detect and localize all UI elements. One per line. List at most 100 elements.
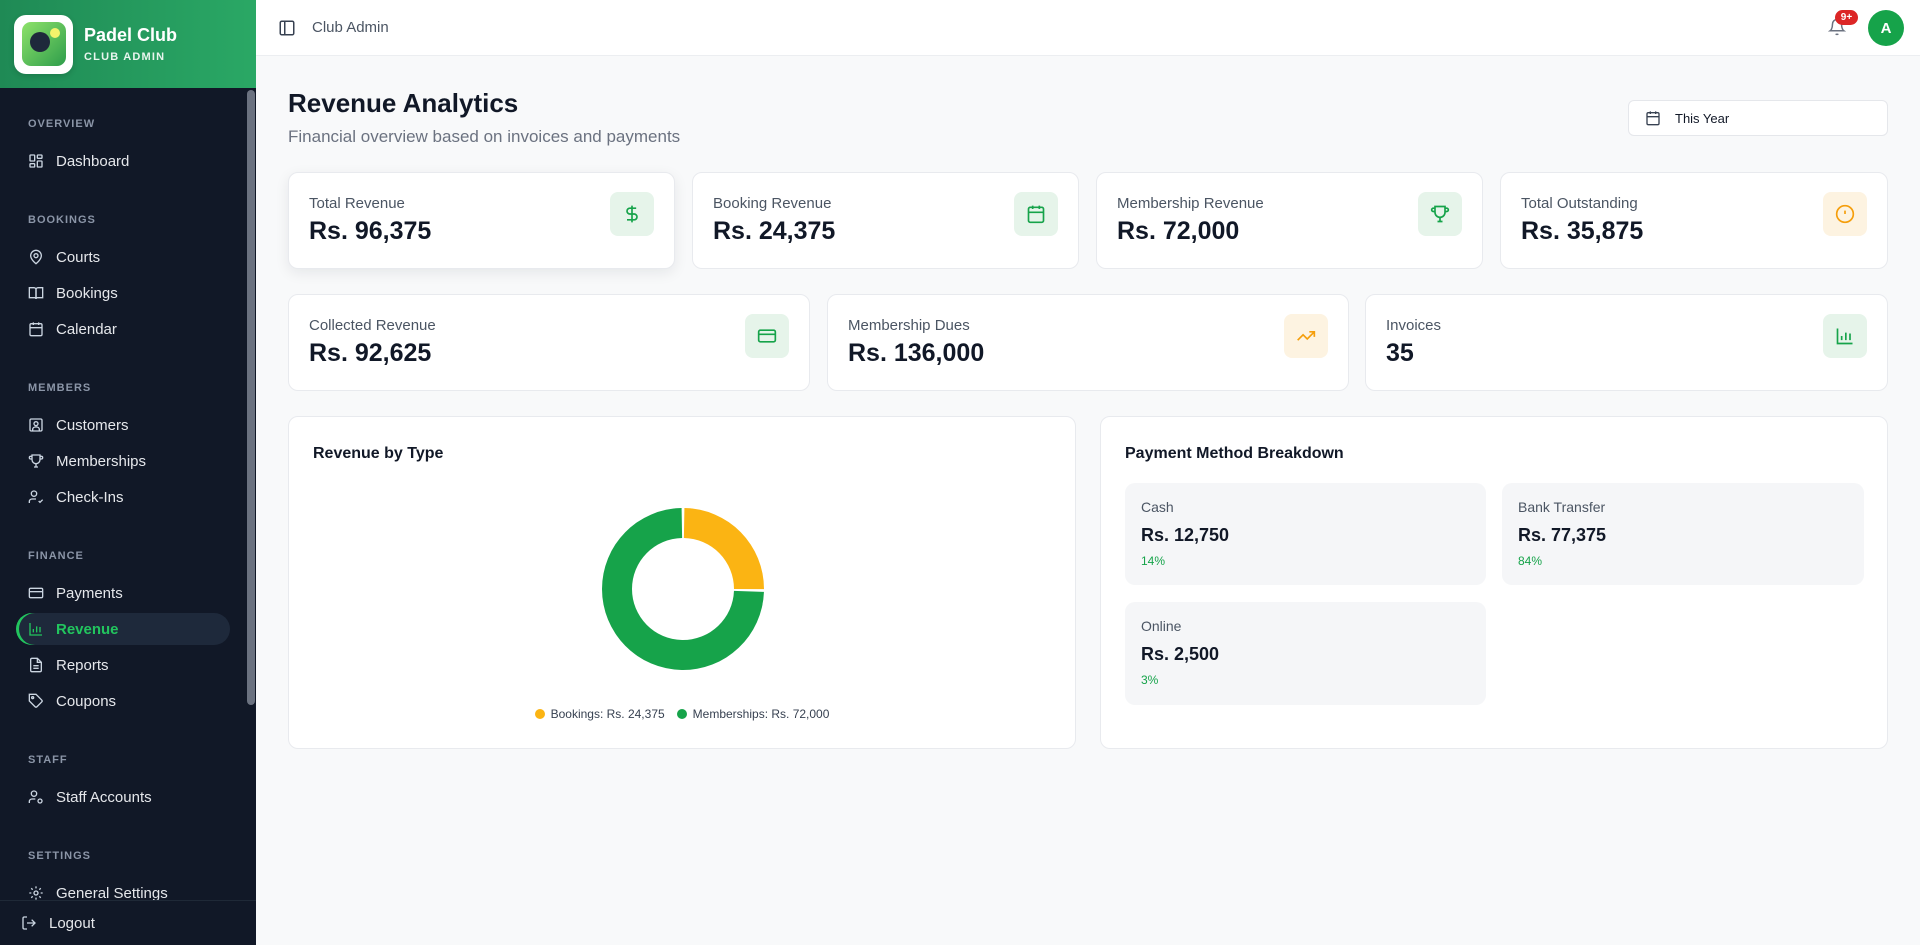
- sidebar-scrollbar[interactable]: [247, 90, 255, 705]
- sidebar-item-memberships[interactable]: Memberships: [16, 445, 230, 477]
- stat-value: 35: [1386, 339, 1414, 367]
- dollar-icon: [626, 205, 638, 223]
- stat-icon-box: [1823, 192, 1867, 236]
- stat-label: Invoices: [1386, 317, 1442, 334]
- date-range-select[interactable]: This Year: [1628, 100, 1888, 136]
- bar-chart-icon: [29, 623, 42, 636]
- stat-card-membership-revenue: Membership Revenue Rs. 72,000: [1096, 172, 1483, 269]
- sidebar-item-label: Revenue: [56, 620, 119, 638]
- gear-icon: [29, 886, 43, 900]
- stat-value: Rs. 96,375: [309, 217, 432, 245]
- sidebar-item-customers[interactable]: Customers: [16, 409, 230, 441]
- calendar-icon: [29, 322, 43, 337]
- legend-label: Bookings: Rs. 24,375: [550, 707, 665, 721]
- sidebar-item-payments[interactable]: Payments: [16, 577, 230, 609]
- donut-slice-bookings[interactable]: [683, 508, 764, 590]
- sidebar-item-courts[interactable]: Courts: [16, 241, 230, 273]
- sidebar-nav: OVERVIEW Dashboard BOOKINGS Courts Booki…: [0, 88, 256, 900]
- sidebar-item-staff-accounts[interactable]: Staff Accounts: [16, 781, 230, 813]
- sidebar-item-dashboard[interactable]: Dashboard: [16, 145, 230, 177]
- stat-label: Collected Revenue: [309, 317, 436, 334]
- calendar-icon: [1646, 111, 1660, 126]
- stat-label: Membership Revenue: [1117, 195, 1264, 212]
- sidebar-item-label: Dashboard: [56, 152, 130, 170]
- sidebar-item-label: Memberships: [56, 452, 147, 470]
- stat-card-total-revenue: Total Revenue Rs. 96,375: [288, 172, 675, 269]
- stat-card-total-outstanding: Total Outstanding Rs. 35,875: [1500, 172, 1888, 269]
- bar-chart-icon: [1836, 328, 1853, 345]
- sidebar-item-label: Check-Ins: [56, 488, 124, 506]
- payment-method-value: Rs. 77,375: [1518, 525, 1607, 545]
- section-title-staff: STAFF: [28, 754, 68, 766]
- alert-circle-icon: [1835, 204, 1855, 224]
- section-title-overview: OVERVIEW: [28, 118, 96, 130]
- stat-card-booking-revenue: Booking Revenue Rs. 24,375: [692, 172, 1079, 269]
- section-title-finance: FINANCE: [28, 550, 84, 562]
- stat-icon-box: [1284, 314, 1328, 358]
- sidebar-item-reports[interactable]: Reports: [16, 649, 230, 681]
- logout-icon: [22, 916, 36, 930]
- stat-icon-box: [610, 192, 654, 236]
- avatar[interactable]: A: [1868, 10, 1904, 46]
- sidebar-toggle-icon[interactable]: [278, 19, 296, 37]
- stat-icon-box: [1823, 314, 1867, 358]
- sidebar-item-bookings[interactable]: Bookings: [16, 277, 230, 309]
- sidebar-item-label: Bookings: [56, 284, 118, 302]
- stat-label: Total Outstanding: [1521, 195, 1638, 212]
- padel-logo-icon: [21, 22, 66, 66]
- user-square-icon: [29, 418, 43, 432]
- legend-label: Memberships: Rs. 72,000: [692, 707, 830, 721]
- book-icon: [28, 287, 44, 300]
- club-logo: [14, 14, 73, 74]
- grid-icon: [29, 154, 43, 168]
- legend-dot: [534, 709, 545, 719]
- map-pin-icon: [29, 249, 43, 265]
- payment-method-value: Rs. 2,500: [1141, 644, 1220, 664]
- logout-label: Logout: [49, 914, 95, 932]
- payment-method-label: Online: [1141, 618, 1182, 634]
- revenue-donut-chart: [602, 508, 764, 670]
- stat-icon-box: [1014, 192, 1058, 236]
- legend-item-memberships[interactable]: Memberships: Rs. 72,000: [676, 707, 830, 721]
- sidebar: Padel Club CLUB ADMIN OVERVIEW Dashboard…: [0, 0, 256, 945]
- page-subtitle: Financial overview based on invoices and…: [288, 127, 681, 146]
- date-range-value: This Year: [1675, 110, 1730, 126]
- legend-item-bookings[interactable]: Bookings: Rs. 24,375: [534, 707, 665, 721]
- sidebar-item-revenue[interactable]: Revenue: [16, 613, 230, 645]
- stat-icon-box: [745, 314, 789, 358]
- user-cog-icon: [28, 790, 43, 804]
- donut-slice-memberships[interactable]: [602, 508, 764, 670]
- brand-header[interactable]: Padel Club CLUB ADMIN: [0, 0, 256, 88]
- sidebar-item-calendar[interactable]: Calendar: [16, 313, 230, 345]
- tag-icon: [28, 693, 43, 708]
- sidebar-item-general-settings[interactable]: General Settings: [16, 877, 230, 900]
- logout-button[interactable]: Logout: [0, 900, 256, 945]
- section-title-settings: SETTINGS: [28, 850, 92, 862]
- section-title-bookings: BOOKINGS: [28, 214, 96, 226]
- sidebar-item-label: Calendar: [56, 320, 117, 338]
- notification-badge: 9+: [1835, 10, 1858, 25]
- sidebar-item-label: Coupons: [56, 692, 117, 710]
- payment-method-bank-transfer: Bank Transfer Rs. 77,375 84%: [1502, 483, 1864, 585]
- sidebar-item-label: Customers: [56, 416, 129, 434]
- brand-name: Padel Club: [84, 25, 178, 45]
- panel-title: Revenue by Type: [313, 445, 444, 462]
- brand-subtitle: CLUB ADMIN: [84, 51, 166, 63]
- panel-title: Payment Method Breakdown: [1125, 445, 1344, 462]
- trophy-icon: [1430, 205, 1450, 223]
- legend-dot: [676, 709, 687, 719]
- sidebar-item-label: Staff Accounts: [56, 788, 152, 806]
- file-text-icon: [30, 657, 42, 673]
- revenue-by-type-card: Revenue by Type Bookings: Rs. 24,375 Mem…: [288, 416, 1076, 749]
- payment-method-percent: 3%: [1141, 673, 1159, 687]
- stat-value: Rs. 136,000: [848, 339, 985, 367]
- stat-value: Rs. 24,375: [713, 217, 836, 245]
- breadcrumb[interactable]: Club Admin: [312, 19, 389, 36]
- trophy-icon: [28, 454, 44, 468]
- sidebar-item-check-ins[interactable]: Check-Ins: [16, 481, 230, 513]
- stat-label: Membership Dues: [848, 317, 970, 334]
- payment-method-online: Online Rs. 2,500 3%: [1125, 602, 1486, 705]
- payment-method-card: Payment Method Breakdown Cash Rs. 12,750…: [1100, 416, 1888, 749]
- sidebar-item-coupons[interactable]: Coupons: [16, 685, 230, 717]
- top-header: Club Admin 9+ A: [256, 0, 1920, 56]
